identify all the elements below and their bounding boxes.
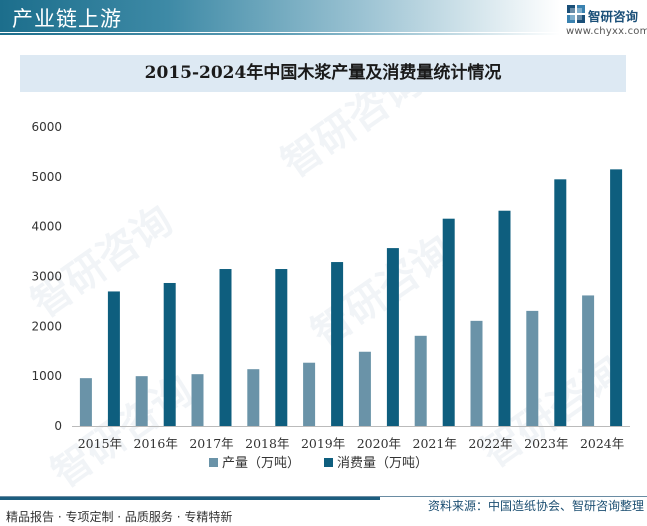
bar-production bbox=[582, 295, 595, 426]
x-tick-label: 2020年 bbox=[357, 436, 401, 451]
bar-production bbox=[526, 310, 539, 426]
bar-production bbox=[358, 351, 371, 426]
legend-swatch-consumption bbox=[324, 458, 333, 467]
x-tick-label: 2017年 bbox=[189, 436, 233, 451]
bar-production bbox=[470, 320, 483, 426]
y-tick-label: 6000 bbox=[31, 120, 62, 134]
bar-production bbox=[247, 369, 260, 426]
bar-consumption bbox=[163, 282, 176, 426]
chyxx-logo-icon bbox=[567, 5, 585, 23]
bar-consumption bbox=[275, 269, 288, 426]
x-tick-label: 2024年 bbox=[580, 436, 624, 451]
bar-production bbox=[191, 374, 204, 426]
bar-consumption bbox=[554, 179, 567, 426]
footer-accent-bar bbox=[0, 497, 380, 500]
y-tick-label: 4000 bbox=[31, 220, 62, 234]
data-source: 资料来源：中国造纸协会、智研咨询整理 bbox=[427, 499, 644, 513]
chart-title: 2015-2024年中国木浆产量及消费量统计情况 bbox=[144, 63, 502, 83]
header-divider bbox=[0, 33, 560, 35]
bar-production bbox=[135, 376, 148, 426]
brand-url[interactable]: www.chyxx.com bbox=[566, 26, 647, 37]
bar-production bbox=[79, 378, 92, 426]
bar-consumption bbox=[331, 262, 344, 426]
chart-title-box: 2015-2024年中国木浆产量及消费量统计情况 bbox=[20, 55, 626, 92]
page-header: 产业链上游 bbox=[0, 0, 647, 42]
bar-consumption bbox=[219, 269, 232, 426]
bar-consumption bbox=[442, 218, 455, 426]
y-tick-label: 5000 bbox=[31, 170, 62, 184]
brand-name: 智研咨询 bbox=[588, 9, 639, 24]
x-tick-label: 2019年 bbox=[301, 436, 345, 451]
legend-label-consumption: 消费量（万吨） bbox=[337, 456, 428, 471]
legend-swatch-production bbox=[209, 458, 218, 467]
bar-production bbox=[303, 362, 316, 426]
x-tick-label: 2016年 bbox=[134, 436, 178, 451]
x-tick-label: 2023年 bbox=[524, 436, 568, 451]
bar-production bbox=[414, 335, 427, 426]
bar-consumption bbox=[107, 291, 120, 426]
service-tagline: 精品报告 · 专项定制 · 品质服务 · 专精特新 bbox=[6, 510, 233, 524]
bar-consumption bbox=[610, 169, 623, 426]
x-tick-label: 2022年 bbox=[468, 436, 512, 451]
footer-divider bbox=[0, 496, 647, 497]
y-tick-label: 1000 bbox=[31, 369, 62, 383]
legend-label-production: 产量（万吨） bbox=[222, 456, 300, 471]
section-title: 产业链上游 bbox=[12, 7, 122, 31]
bar-consumption bbox=[498, 210, 511, 426]
header-band bbox=[0, 0, 560, 32]
bar-consumption bbox=[386, 248, 399, 426]
x-tick-label: 2018年 bbox=[245, 436, 289, 451]
brand-block: 智研咨询 www.chyxx.com bbox=[566, 3, 647, 41]
y-tick-label: 0 bbox=[54, 419, 62, 433]
x-tick-label: 2021年 bbox=[413, 436, 457, 451]
y-tick-label: 2000 bbox=[31, 319, 62, 333]
x-tick-label: 2015年 bbox=[78, 436, 122, 451]
y-tick-label: 3000 bbox=[31, 270, 62, 284]
